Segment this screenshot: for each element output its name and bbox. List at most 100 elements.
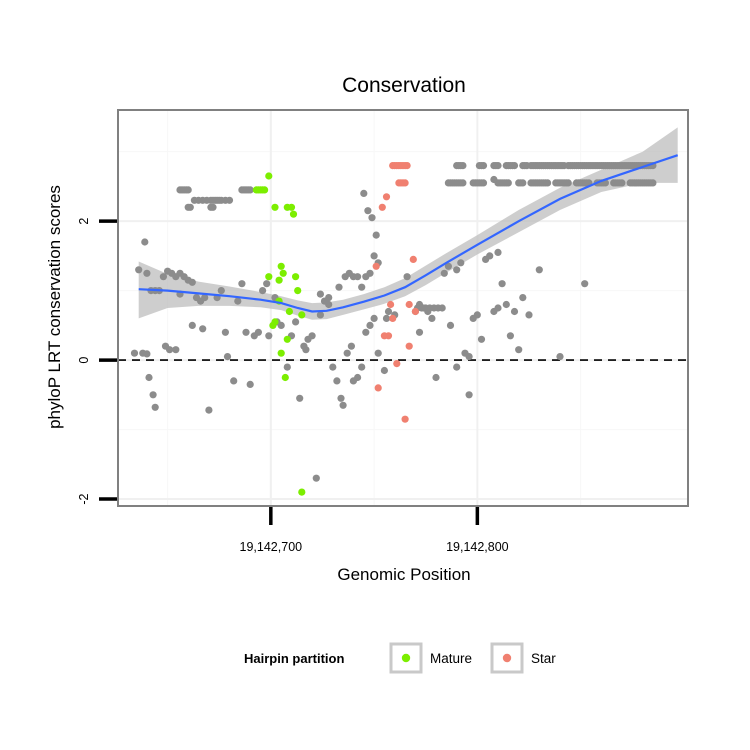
point-other	[358, 363, 366, 371]
point-other	[380, 366, 388, 375]
point-other	[135, 266, 143, 274]
point-other	[296, 394, 304, 402]
point-other	[479, 179, 488, 187]
y-axis: -2 0 2	[77, 218, 117, 505]
point-other	[325, 300, 333, 309]
point-other	[217, 287, 225, 295]
point-other	[354, 273, 362, 281]
point-other	[457, 259, 465, 267]
point-other	[159, 273, 167, 281]
point-other	[370, 252, 378, 260]
point-mature	[298, 311, 306, 319]
point-other	[515, 346, 523, 354]
point-other	[581, 280, 589, 288]
point-other	[519, 294, 527, 302]
point-other	[302, 346, 310, 354]
legend-label-mature: Mature	[430, 651, 472, 666]
point-mature	[261, 186, 269, 194]
point-other	[166, 346, 174, 354]
point-mature	[287, 203, 296, 211]
point-other	[444, 262, 452, 270]
point-other	[374, 349, 382, 357]
point-other	[316, 290, 324, 298]
point-other	[366, 269, 374, 277]
point-other	[205, 406, 213, 414]
point-other	[482, 255, 490, 263]
point-other	[506, 332, 514, 340]
point-other	[519, 179, 527, 187]
x-axis-title: Genomic Position	[337, 565, 470, 584]
x-tick-label: 19,142,800	[446, 540, 509, 554]
x-axis: 19,142,700 19,142,800	[240, 507, 509, 554]
points-layer	[130, 162, 657, 496]
point-star	[401, 179, 409, 187]
point-star	[372, 262, 380, 270]
point-other	[498, 280, 506, 288]
point-other	[440, 269, 448, 277]
point-other	[502, 300, 510, 309]
point-other	[283, 363, 291, 371]
point-other	[254, 328, 262, 336]
point-other	[618, 179, 626, 187]
y-tick-label: -2	[77, 493, 91, 504]
point-other	[184, 186, 192, 194]
point-other	[490, 175, 498, 184]
plot-border	[117, 109, 689, 507]
point-other	[234, 297, 242, 305]
point-other	[265, 332, 273, 340]
point-other	[223, 353, 232, 361]
point-mature	[279, 269, 287, 277]
point-other	[143, 269, 151, 277]
smooth-line-layer	[138, 154, 679, 313]
point-other	[188, 278, 196, 286]
point-star	[405, 342, 413, 350]
point-star	[389, 314, 397, 322]
legend-title: Hairpin partition	[244, 651, 344, 666]
point-other	[438, 304, 446, 312]
point-other	[415, 328, 424, 336]
point-other	[504, 179, 512, 187]
point-other	[333, 377, 341, 385]
point-other	[494, 162, 502, 170]
point-other	[225, 196, 234, 204]
point-mature	[271, 203, 279, 211]
point-other	[347, 342, 355, 350]
point-other	[446, 321, 455, 329]
point-mature	[281, 373, 289, 382]
minor-gridlines	[118, 110, 688, 506]
point-other	[130, 349, 139, 357]
point-other	[329, 363, 337, 371]
point-other	[428, 314, 436, 322]
point-other	[544, 179, 552, 187]
point-other	[453, 266, 461, 274]
point-other	[473, 311, 481, 319]
point-other	[368, 214, 376, 222]
point-other	[172, 346, 180, 354]
point-other	[459, 179, 467, 187]
point-other	[403, 273, 411, 281]
point-other	[143, 350, 151, 358]
confidence-ribbon	[138, 127, 678, 320]
point-mature	[271, 318, 279, 326]
point-other	[199, 325, 207, 333]
point-other	[382, 314, 391, 322]
point-other	[494, 248, 502, 256]
point-other	[151, 403, 159, 411]
point-mature	[285, 307, 293, 316]
point-other	[358, 283, 366, 291]
x-tick-label: 19,142,700	[240, 540, 303, 554]
point-other	[201, 294, 209, 302]
point-star	[380, 332, 388, 340]
point-other	[525, 311, 533, 319]
point-star	[411, 307, 419, 316]
point-other	[494, 304, 502, 312]
legend: Hairpin partition Mature Star	[244, 642, 556, 674]
point-other	[246, 380, 254, 388]
point-other	[360, 189, 368, 197]
point-mature	[265, 172, 273, 180]
point-star	[393, 360, 401, 368]
point-other	[188, 321, 196, 329]
point-mature	[294, 287, 302, 295]
point-star	[374, 384, 382, 392]
point-other	[372, 231, 380, 239]
